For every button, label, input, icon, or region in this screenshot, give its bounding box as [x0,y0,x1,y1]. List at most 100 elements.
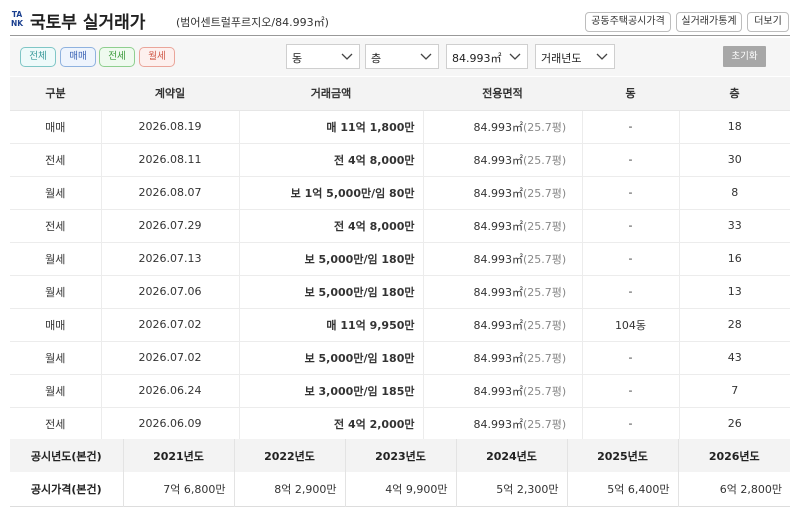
deal-row: 월세 2026.07.02 보 5,000만/임 180만 84.993㎡(25.7평… [10,341,790,375]
dong-select[interactable]: 동 [286,44,360,69]
deal-area: 84.993㎡(25.7평) [423,407,583,441]
col-header-price: 거래금액 [239,77,423,111]
svg-text:NK: NK [11,19,24,27]
deals-header-row: 구분 계약일 거래금액 전용면적 동 층 [10,77,790,111]
deal-type: 월세 [10,242,102,276]
deal-area-value: 84.993㎡ [473,153,524,167]
filter-all-pill[interactable]: 전체 [20,47,56,67]
deal-dong: - [582,143,680,177]
official-year-header: 공시년도(본건) [10,439,124,472]
filter-bar: 전체 매매 전세 월세 동 층 84.993㎡ 거래년도 초기화 [10,38,790,76]
chevron-down-icon [341,50,353,64]
deal-price: 전 4억 2,000만 [239,407,424,441]
deal-area-pyeong: (25.7평) [523,351,567,365]
deal-area-pyeong: (25.7평) [523,318,567,332]
official-year: 2021년도 [123,439,235,472]
deal-date: 2026.08.19 [101,110,240,144]
official-price: 5억 6,400만 [567,472,679,506]
deal-row: 월세 2026.07.13 보 5,000만/임 180만 84.993㎡(25.7평… [10,242,790,276]
col-header-area: 전용면적 [423,77,582,111]
deal-area: 84.993㎡(25.7평) [423,242,583,276]
deal-area-pyeong: (25.7평) [523,417,567,431]
deal-area-value: 84.993㎡ [473,384,524,398]
chevron-down-icon [420,50,432,64]
deal-date: 2026.07.02 [101,341,240,375]
official-price-button[interactable]: 공동주택공시가격 [585,12,671,32]
official-year: 2026년도 [708,449,760,463]
deal-area: 84.993㎡(25.7평) [423,374,583,408]
chevron-down-icon [509,50,521,64]
chevron-down-icon [596,50,608,64]
deal-area-value: 84.993㎡ [473,351,524,365]
official-year: 2023년도 [345,439,457,472]
deal-area-value: 84.993㎡ [473,252,524,266]
deal-type: 전세 [10,209,102,243]
deal-price: 보 5,000만/임 180만 [239,341,424,375]
deal-price: 매 11억 9,950만 [239,308,424,342]
deal-row: 전세 2026.07.29 전 4억 8,000만 84.993㎡(25.7평) -33 [10,209,790,243]
deal-type: 매매 [10,110,102,144]
official-price: 5억 2,300만 [456,472,568,506]
deal-price: 보 3,000만/임 185만 [239,374,424,408]
deal-area: 84.993㎡(25.7평) [423,341,583,375]
deal-type: 매매 [10,308,102,342]
deal-area: 84.993㎡(25.7평) [423,176,583,210]
more-button[interactable]: 더보기 [747,12,789,32]
deal-area-pyeong: (25.7평) [523,219,567,233]
official-price: 6억 2,800만 [719,482,782,496]
official-price: 7억 6,800만 [123,472,235,506]
deal-price: 전 4억 8,000만 [239,143,424,177]
deal-row: 매매 2026.08.19 매 11억 1,800만 84.993㎡(25.7평) -1… [10,110,790,144]
deal-dong: - [582,176,680,210]
deal-type: 월세 [10,176,102,210]
deal-floor: 8 [679,176,790,210]
dong-select-value: 동 [292,52,303,65]
official-price: 4억 9,900만 [345,472,457,506]
deal-floor: 26 [679,407,790,441]
reset-button[interactable]: 초기화 [723,46,766,67]
year-select-value: 거래년도 [541,52,582,65]
deal-dong: - [582,407,680,441]
deal-date: 2026.07.13 [101,242,240,276]
area-select[interactable]: 84.993㎡ [446,44,528,69]
page-title: 국토부 실거래가 [30,13,146,33]
deal-date: 2026.06.09 [101,407,240,441]
filter-monthly-pill[interactable]: 월세 [139,47,175,67]
deal-area-pyeong: (25.7평) [523,285,567,299]
deal-area-value: 84.993㎡ [473,318,524,332]
deal-date: 2026.07.29 [101,209,240,243]
filter-jeonse-pill[interactable]: 전세 [99,47,135,67]
deal-dong: 104동 [582,308,680,342]
deal-area-pyeong: (25.7평) [523,186,567,200]
deal-date: 2026.07.06 [101,275,240,309]
deal-row: 전세 2026.06.09 전 4억 2,000만 84.993㎡(25.7평) -26 [10,407,790,441]
official-year: 2024년도 [456,439,568,472]
official-price-table: 공시년도(본건) 2021년도 2022년도 2023년도 2024년도 202… [10,439,790,507]
deal-date: 2026.07.02 [101,308,240,342]
deal-type: 월세 [10,275,102,309]
deal-type: 월세 [10,341,102,375]
deal-type: 월세 [10,374,102,408]
filter-sale-pill[interactable]: 매매 [60,47,96,67]
deal-date: 2026.06.24 [101,374,240,408]
deal-row: 월세 2026.08.07 보 1억 5,000만/임 80만 84.993㎡(25.… [10,176,790,210]
deal-price: 매 11억 1,800만 [239,110,424,144]
deal-floor: 13 [679,275,790,309]
deal-dong: - [582,374,680,408]
deal-price: 보 5,000만/임 180만 [239,275,424,309]
deal-area-value: 84.993㎡ [473,219,524,233]
trade-stats-button[interactable]: 실거래가통계 [676,12,742,32]
year-select[interactable]: 거래년도 [535,44,615,69]
official-year: 2025년도 [567,439,679,472]
deal-area-value: 84.993㎡ [473,186,524,200]
deal-floor: 7 [679,374,790,408]
deal-price: 보 1억 5,000만/임 80만 [239,176,424,210]
col-header-date: 계약일 [101,77,239,111]
deal-dong: - [582,341,680,375]
deal-area: 84.993㎡(25.7평) [423,209,583,243]
deal-row: 월세 2026.06.24 보 3,000만/임 185만 84.993㎡(25.7평… [10,374,790,408]
deal-type: 전세 [10,407,102,441]
deal-area-value: 84.993㎡ [473,120,524,134]
floor-select[interactable]: 층 [365,44,439,69]
header-divider [10,35,790,36]
